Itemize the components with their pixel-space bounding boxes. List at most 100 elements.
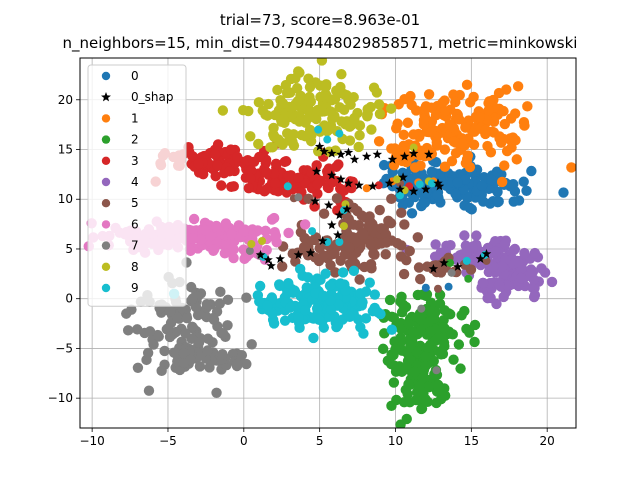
point-2 [448,354,459,365]
point-8 [291,82,303,94]
point-7 [162,323,174,334]
point-9 [254,280,266,292]
star-point-0_shap [263,254,273,264]
point-7 [245,246,254,255]
point-1 [485,147,497,158]
point-3 [293,172,304,184]
star-point-0_shap [387,154,398,164]
point-8 [275,136,286,148]
point-3 [248,156,260,168]
point-2 [402,395,414,407]
point-9 [294,322,305,334]
point-7 [171,311,183,323]
point-3 [224,166,235,177]
point-2 [455,363,466,374]
point-8 [293,95,304,106]
point-3 [246,165,257,176]
point-4 [529,289,541,301]
point-5 [354,274,365,285]
point-2 [428,313,440,324]
point-2 [412,289,424,301]
point-8 [247,239,256,248]
point-8 [344,135,356,146]
point-1 [425,126,437,138]
legend-marker-8 [101,262,111,271]
point-5 [385,217,397,229]
star-point-0_shap [336,174,346,184]
point-9 [462,256,471,265]
point-0 [464,202,475,214]
star-point-0_shap [327,220,337,230]
point-9 [357,296,368,308]
star-point-0_shap [255,249,266,259]
point-0 [452,177,463,188]
point-4 [527,266,539,277]
point-2 [422,342,433,353]
point-7 [132,362,144,373]
point-9 [293,312,304,323]
star-point-0_shap [361,151,372,161]
point-8 [287,136,298,148]
legend-marker-0_shap [101,92,111,102]
point-8 [374,108,386,120]
point-5 [331,193,343,204]
point-2 [416,403,428,414]
point-9 [396,191,405,200]
point-1 [448,122,459,134]
point-8 [217,105,229,116]
y-tick-label: 10 [58,192,73,206]
y-tick-label: 0 [65,292,73,306]
point-4 [496,261,508,272]
point-5 [335,255,346,266]
point-5 [303,193,314,205]
point-5 [318,208,330,219]
point-1 [439,144,451,155]
point-2 [464,274,473,283]
point-1 [408,129,419,140]
point-2 [420,351,432,362]
point-9 [267,308,278,319]
star-point-0_shap [424,149,434,159]
point-5 [396,207,407,219]
point-5 [356,210,367,221]
point-8 [349,113,360,124]
point-6 [238,226,249,237]
legend-label-7: 7 [131,239,139,253]
star-point-0_shap [481,248,492,258]
star-point-0_shap [395,184,405,194]
point-4 [494,279,505,291]
point-5 [433,284,442,293]
point-8 [294,116,305,127]
point-7 [181,313,193,324]
point-0 [518,176,529,187]
point-8 [283,87,294,99]
point-9 [358,328,369,339]
point-7 [231,358,242,370]
point-7 [222,320,233,331]
point-9 [360,313,372,324]
point-8 [335,81,346,93]
point-7 [201,298,213,310]
point-4 [519,247,530,259]
point-4 [490,246,501,257]
star-point-0_shap [372,149,383,159]
point-8 [285,102,297,113]
point-0 [403,174,415,185]
star-point-0_shap [475,253,486,263]
x-tick-label: 5 [316,434,324,448]
point-0 [432,190,443,201]
point-5 [380,229,392,240]
point-3 [187,150,198,162]
point-1 [499,118,510,130]
point-2 [446,258,455,267]
point-1 [586,99,596,109]
point-8 [303,73,314,84]
point-9 [314,125,323,134]
star-point-0_shap [342,204,352,214]
point-2 [409,366,420,377]
point-3 [209,149,221,160]
point-7 [164,331,176,343]
point-2 [395,296,406,307]
point-2 [417,372,428,383]
